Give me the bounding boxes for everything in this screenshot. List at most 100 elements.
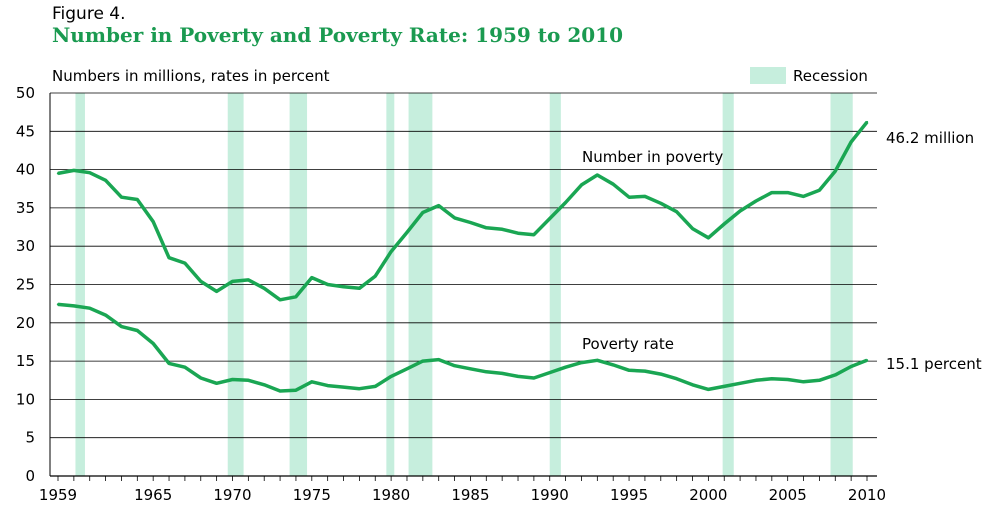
data-point-0-1986 bbox=[485, 226, 488, 230]
y-tick-label: 30 bbox=[16, 237, 35, 255]
y-tick-label: 20 bbox=[16, 314, 35, 332]
data-point-0-1983 bbox=[437, 204, 440, 207]
data-point-1-2008 bbox=[834, 373, 837, 377]
series-label-rate: Poverty rate bbox=[582, 335, 674, 353]
data-point-1-1964 bbox=[136, 329, 139, 332]
data-point-0-1971 bbox=[247, 278, 250, 282]
data-point-0-1960 bbox=[72, 169, 76, 172]
data-point-0-1979 bbox=[374, 274, 377, 278]
data-point-0-1990 bbox=[548, 217, 551, 220]
x-tick-label: 2010 bbox=[848, 486, 886, 504]
data-point-0-1997 bbox=[659, 202, 662, 205]
legend-recession-label: Recession bbox=[793, 67, 868, 85]
end-label-rate: 15.1 percent bbox=[886, 355, 982, 373]
data-point-1-1994 bbox=[611, 363, 615, 367]
data-point-0-2005 bbox=[786, 191, 789, 194]
y-tick-label: 50 bbox=[16, 84, 35, 102]
data-point-1-1976 bbox=[326, 384, 329, 387]
data-point-0-1972 bbox=[263, 287, 266, 290]
data-point-1-1988 bbox=[516, 375, 520, 378]
data-point-0-1989 bbox=[532, 233, 536, 236]
data-point-0-1987 bbox=[500, 228, 504, 231]
data-point-1-1992 bbox=[580, 361, 583, 364]
data-point-1-1971 bbox=[247, 379, 250, 382]
data-point-0-2004 bbox=[770, 191, 774, 194]
data-point-0-2010 bbox=[865, 120, 869, 124]
data-point-1-1991 bbox=[564, 366, 567, 369]
data-point-0-1978 bbox=[358, 287, 361, 290]
data-point-1-1996 bbox=[643, 369, 647, 373]
data-point-1-2005 bbox=[786, 378, 789, 381]
data-point-0-2001 bbox=[723, 222, 726, 226]
series-line-1 bbox=[57, 302, 868, 393]
data-point-0-1993 bbox=[596, 173, 599, 177]
data-point-0-1976 bbox=[326, 283, 329, 286]
data-point-1-1965 bbox=[151, 342, 155, 345]
data-point-0-1970 bbox=[231, 280, 234, 283]
data-point-1-2000 bbox=[707, 388, 710, 391]
data-point-0-1992 bbox=[580, 183, 583, 187]
data-point-1-1995 bbox=[627, 369, 631, 372]
data-point-0-1995 bbox=[627, 195, 631, 199]
legend-recession-swatch bbox=[750, 67, 786, 84]
y-tick-label: 15 bbox=[16, 352, 35, 370]
x-tick-label: 1995 bbox=[610, 486, 648, 504]
data-point-0-1959 bbox=[56, 172, 60, 175]
data-point-1-1999 bbox=[691, 383, 694, 387]
data-point-1-1986 bbox=[485, 370, 488, 374]
data-point-1-1970 bbox=[231, 378, 234, 381]
x-tick-label: 1990 bbox=[531, 486, 569, 504]
data-point-0-1982 bbox=[421, 211, 425, 214]
data-point-1-1987 bbox=[500, 372, 504, 375]
data-point-1-1997 bbox=[659, 372, 662, 376]
data-point-1-2010 bbox=[865, 359, 869, 362]
data-point-0-1980 bbox=[389, 250, 393, 253]
x-tick-label: 1970 bbox=[213, 486, 251, 504]
data-point-1-1972 bbox=[263, 383, 266, 387]
series-label-number: Number in poverty bbox=[582, 148, 723, 166]
data-point-1-1973 bbox=[278, 389, 282, 393]
data-point-0-1964 bbox=[136, 198, 139, 201]
data-point-1-1985 bbox=[469, 367, 472, 370]
x-tick-label: 2000 bbox=[689, 486, 727, 504]
data-point-1-2001 bbox=[723, 385, 726, 388]
data-point-1-2003 bbox=[754, 379, 758, 382]
y-tick-label: 5 bbox=[25, 429, 35, 447]
data-point-1-2007 bbox=[818, 379, 821, 382]
data-point-0-2006 bbox=[802, 195, 805, 198]
data-point-0-1973 bbox=[278, 298, 282, 302]
figure-label: Figure 4. bbox=[52, 4, 126, 24]
data-point-0-1967 bbox=[183, 261, 187, 265]
data-point-1-1982 bbox=[421, 359, 425, 363]
data-point-1-1961 bbox=[88, 307, 91, 310]
data-point-1-1993 bbox=[596, 359, 599, 362]
data-point-0-1988 bbox=[516, 231, 520, 235]
data-point-0-1974 bbox=[294, 295, 298, 298]
x-tick-label: 1975 bbox=[293, 486, 331, 504]
x-tick-label: 1965 bbox=[134, 486, 172, 504]
data-point-0-1994 bbox=[611, 182, 615, 186]
x-tick-label: 1980 bbox=[372, 486, 410, 504]
series-line-0 bbox=[57, 121, 869, 302]
data-point-1-1980 bbox=[389, 375, 393, 378]
data-point-0-1966 bbox=[167, 256, 171, 259]
data-point-1-2004 bbox=[770, 377, 774, 380]
data-point-1-1977 bbox=[342, 385, 345, 389]
data-point-1-2002 bbox=[738, 382, 742, 385]
data-point-1-1974 bbox=[294, 389, 298, 392]
data-point-0-1981 bbox=[405, 231, 409, 234]
data-point-0-2003 bbox=[754, 199, 758, 203]
data-point-0-1968 bbox=[199, 280, 202, 283]
data-point-0-1998 bbox=[675, 210, 678, 213]
data-point-1-1984 bbox=[453, 364, 456, 367]
data-point-1-1963 bbox=[120, 325, 123, 328]
end-label-number: 46.2 million bbox=[886, 129, 974, 147]
x-tick-label: 2005 bbox=[769, 486, 807, 504]
y-tick-label: 25 bbox=[16, 276, 35, 294]
data-point-0-1977 bbox=[342, 285, 345, 288]
x-tick-label: 1959 bbox=[39, 486, 77, 504]
data-point-0-1999 bbox=[691, 227, 694, 230]
data-point-0-1963 bbox=[120, 195, 123, 199]
